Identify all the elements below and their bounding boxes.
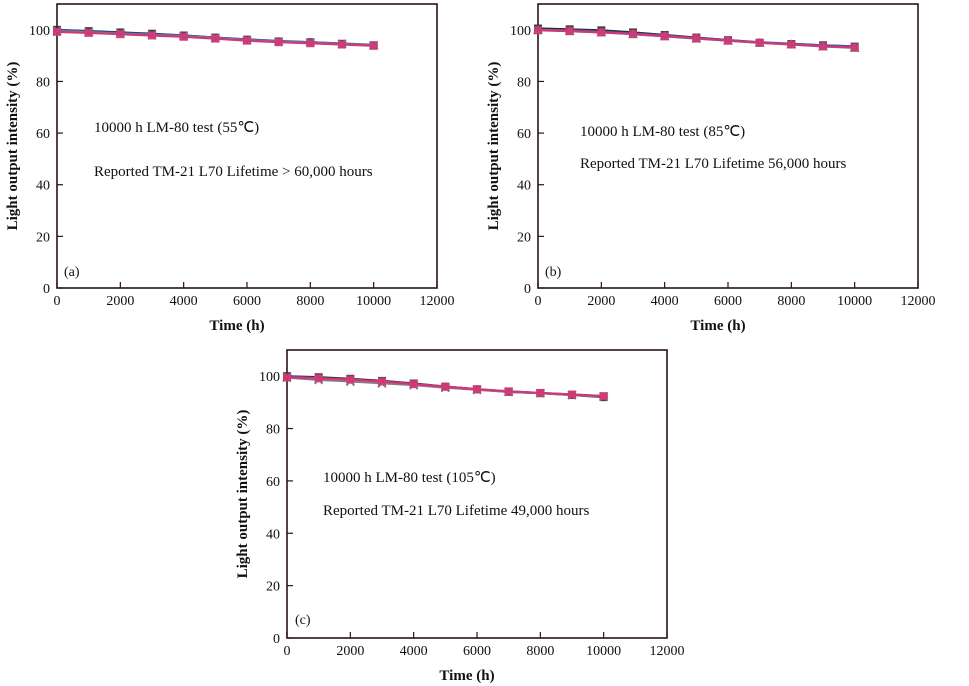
data-point <box>274 38 283 47</box>
x-tick-label: 8000 <box>777 294 805 309</box>
data-point <box>148 31 156 40</box>
data-point <box>819 42 827 51</box>
plot-frame <box>56 3 438 289</box>
x-tick-label: 6000 <box>233 294 261 309</box>
y-tick-label: 40 <box>266 527 280 542</box>
data-point <box>534 26 542 35</box>
annotation-line-1: 10000 h LM-80 test (105℃) <box>323 470 496 486</box>
y-tick-label: 60 <box>517 127 531 142</box>
y-tick-label: 40 <box>517 179 531 194</box>
y-tick-label: 20 <box>36 230 50 245</box>
y-tick-label: 80 <box>517 75 531 90</box>
data-point <box>597 28 606 37</box>
x-tick-label: 4000 <box>170 294 198 309</box>
x-tick-label: 2000 <box>106 294 134 309</box>
data-point <box>599 392 608 401</box>
y-tick-label: 80 <box>266 423 280 438</box>
y-axis-title: Light output intensity (%) <box>486 62 502 231</box>
y-tick-label: 20 <box>266 580 280 595</box>
data-point <box>306 39 315 48</box>
data-point <box>243 36 251 45</box>
plot-frame <box>537 3 919 289</box>
data-point <box>755 38 764 47</box>
data-point <box>283 373 291 382</box>
y-tick-label: 100 <box>510 24 531 39</box>
series-4 <box>534 26 859 52</box>
data-point <box>314 374 323 383</box>
x-tick-label: 0 <box>535 294 542 309</box>
annotation-line-1: 10000 h LM-80 test (55℃) <box>94 120 259 136</box>
x-tick-label: 10000 <box>586 644 621 659</box>
x-tick-label: 4000 <box>400 644 428 659</box>
data-point <box>692 34 701 43</box>
x-tick-label: 0 <box>284 644 291 659</box>
data-point <box>473 385 481 394</box>
series-4 <box>53 27 378 50</box>
data-point <box>53 27 61 36</box>
x-tick-label: 8000 <box>296 294 324 309</box>
x-axis-title: Time (h) <box>690 318 745 334</box>
data-point <box>504 387 513 396</box>
x-tick-label: 10000 <box>837 294 872 309</box>
y-tick-label: 100 <box>29 24 50 39</box>
series-4 <box>283 373 608 401</box>
x-axis-title: Time (h) <box>209 318 264 334</box>
panel-label: (c) <box>295 613 311 628</box>
chart-panel-3: 0 2000 4000 6000 8000 10000 12000 0 20 40 60 80 100 T… <box>235 349 685 684</box>
data-point <box>409 380 418 389</box>
data-point <box>565 27 574 36</box>
x-tick-label: 4000 <box>651 294 679 309</box>
data-point <box>211 34 220 43</box>
chart-panel-2: 0 2000 4000 6000 8000 10000 12000 0 20 40 60 80 100 T… <box>486 3 936 334</box>
y-axis-title: Light output intensity (%) <box>5 62 21 231</box>
data-point <box>441 382 450 391</box>
data-point <box>850 43 859 52</box>
x-tick-label: 2000 <box>587 294 615 309</box>
annotation-line-2: Reported TM-21 L70 Lifetime > 60,000 hou… <box>94 164 373 180</box>
data-point <box>568 390 576 399</box>
data-point <box>346 375 355 384</box>
x-tick-label: 12000 <box>650 644 685 659</box>
x-tick-label: 2000 <box>336 644 364 659</box>
y-tick-label: 40 <box>36 179 50 194</box>
x-tick-label: 10000 <box>356 294 391 309</box>
x-tick-label: 6000 <box>463 644 491 659</box>
data-point <box>338 40 346 49</box>
annotation-line-2: Reported TM-21 L70 Lifetime 49,000 hours <box>323 503 590 519</box>
panel-label: (b) <box>545 265 562 280</box>
annotation-line-2: Reported TM-21 L70 Lifetime 56,000 hours <box>580 156 847 172</box>
y-tick-label: 60 <box>36 127 50 142</box>
y-tick-label: 100 <box>259 370 280 385</box>
y-tick-label: 20 <box>517 230 531 245</box>
chart-panel-1: 0 2000 4000 6000 8000 10000 12000 0 20 40 60 80 100 T… <box>5 3 455 334</box>
x-tick-label: 8000 <box>526 644 554 659</box>
y-tick-label: 60 <box>266 475 280 490</box>
data-point <box>378 377 386 386</box>
y-tick-label: 80 <box>36 75 50 90</box>
data-point <box>369 41 378 50</box>
data-point <box>116 30 125 39</box>
data-point <box>536 388 545 397</box>
y-tick-label: 0 <box>273 632 280 647</box>
x-tick-label: 12000 <box>420 294 455 309</box>
x-axis-title: Time (h) <box>439 668 494 684</box>
x-tick-label: 12000 <box>901 294 936 309</box>
data-point <box>724 36 732 45</box>
data-point <box>629 29 637 38</box>
y-tick-label: 0 <box>43 282 50 297</box>
y-axis-title: Light output intensity (%) <box>235 410 251 579</box>
data-point <box>787 40 796 49</box>
panel-label: (a) <box>64 265 80 280</box>
data-point <box>84 28 93 37</box>
x-tick-label: 6000 <box>714 294 742 309</box>
data-point <box>660 32 669 41</box>
data-point <box>179 32 188 41</box>
annotation-line-1: 10000 h LM-80 test (85℃) <box>580 124 745 140</box>
y-tick-label: 0 <box>524 282 531 297</box>
x-tick-label: 0 <box>54 294 61 309</box>
